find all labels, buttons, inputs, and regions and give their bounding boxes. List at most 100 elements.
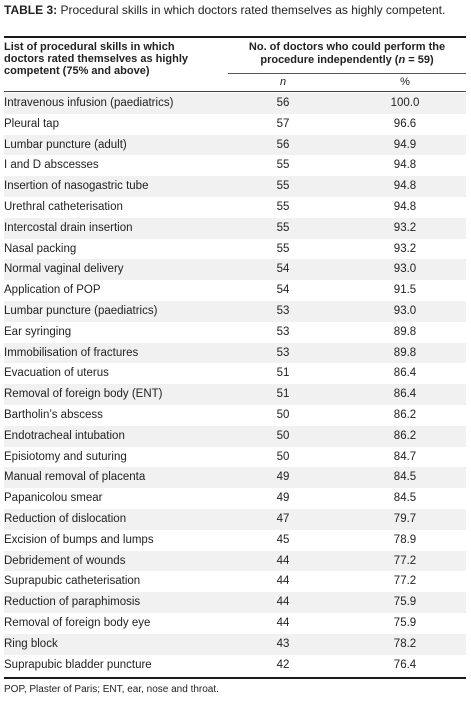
cell-skill: Nasal packing	[4, 242, 77, 255]
table-row: Evacuation of uterus 51 86.4	[4, 363, 466, 384]
cell-percent: 77.2	[393, 575, 417, 588]
cell-percent: 94.8	[393, 159, 417, 172]
cell-skill: Removal of foreign body (ENT)	[4, 388, 163, 401]
table-row: Bartholin’s abscess 50 86.2	[4, 405, 466, 426]
subheader-n: n	[279, 76, 287, 88]
cell-skill: Bartholin’s abscess	[4, 408, 103, 421]
table-row: Lumbar puncture (adult) 56 94.9	[4, 134, 466, 156]
cell-skill: I and D abscesses	[4, 159, 99, 172]
table-row: Insertion of nasogastric tube 55 94.8	[4, 176, 466, 197]
table-caption: TABLE 3: Procedural skills in which doct…	[4, 4, 466, 17]
cell-skill: Intravenous infusion (paediatrics)	[4, 97, 174, 109]
cell-n: 56	[276, 138, 290, 151]
cell-n: 55	[276, 159, 290, 172]
table-row: Normal vaginal delivery 54 93.0	[4, 259, 466, 281]
table-body: Intravenous infusion (paediatrics) 56 100.…	[4, 93, 466, 675]
header-count-n: n	[398, 54, 406, 66]
cell-percent: 93.0	[393, 263, 417, 276]
cell-skill: Episiotomy and suturing	[4, 450, 127, 463]
cell-n: 56	[276, 97, 290, 109]
table-row: Reduction of dislocation 47 79.7	[4, 508, 466, 530]
table-row: Excision of bumps and lumps 45 78.9	[4, 530, 466, 551]
cell-skill: Intercostal drain insertion	[4, 221, 133, 234]
table-row: Papanicolou smear 49 84.5	[4, 488, 466, 509]
cell-percent: 93.2	[393, 221, 417, 234]
cell-n: 53	[276, 304, 290, 317]
cell-percent: 86.4	[393, 388, 417, 401]
table-row: Episiotomy and suturing 50 84.7	[4, 447, 466, 468]
cell-percent: 91.5	[393, 284, 417, 297]
cell-skill: Endotracheal intubation	[4, 429, 125, 442]
cell-percent: 86.2	[393, 429, 417, 442]
bottom-rule	[4, 677, 466, 679]
cell-skill: Ear syringing	[4, 325, 72, 338]
cell-n: 50	[276, 429, 290, 442]
cell-percent: 93.2	[393, 242, 417, 255]
cell-skill: Lumbar puncture (paediatrics)	[4, 304, 158, 317]
table-row: Suprapubic bladder puncture 42 76.4	[4, 655, 466, 676]
cell-percent: 77.2	[393, 554, 417, 567]
cell-n: 50	[276, 408, 290, 421]
header-sub-rule	[228, 73, 466, 74]
cell-percent: 100.0	[390, 97, 420, 109]
caption-text: Procedural skills in which doctors rated…	[60, 3, 446, 17]
cell-skill: Reduction of paraphimosis	[4, 596, 141, 609]
header-count-pre: procedure independently (	[260, 54, 399, 66]
top-rule	[4, 36, 466, 38]
table-row: Manual removal of placenta 49 84.5	[4, 467, 466, 489]
table-row: Pleural tap 57 96.6	[4, 114, 466, 135]
cell-percent: 75.9	[393, 616, 417, 629]
header-skill-column: List of procedural skills in which docto…	[4, 41, 189, 77]
cell-percent: 94.8	[393, 180, 417, 193]
table-row: Immobilisation of fractures 53 89.8	[4, 342, 466, 364]
table-row: Reduction of paraphimosis 44 75.9	[4, 592, 466, 613]
table-row: Ring block 43 78.2	[4, 633, 466, 655]
cell-n: 42	[276, 658, 290, 671]
header-count-column: No. of doctors who could perform the pro…	[228, 41, 466, 67]
cell-n: 53	[276, 346, 290, 359]
cell-n: 55	[276, 242, 290, 255]
cell-percent: 84.5	[393, 492, 417, 505]
table-row: Urethral catheterisation 55 94.8	[4, 197, 466, 218]
header-count-line2: procedure independently (n = 59)	[228, 54, 466, 67]
cell-skill: Immobilisation of fractures	[4, 346, 139, 359]
cell-skill: Pleural tap	[4, 117, 59, 130]
cell-percent: 78.9	[393, 533, 417, 546]
cell-percent: 78.2	[393, 637, 417, 650]
cell-skill: Manual removal of placenta	[4, 471, 146, 484]
cell-n: 44	[276, 554, 290, 567]
cell-skill: Ring block	[4, 637, 58, 650]
cell-percent: 75.9	[393, 596, 417, 609]
cell-n: 54	[276, 263, 290, 276]
table-row: Removal of foreign body (ENT) 51 86.4	[4, 384, 466, 405]
table-row: Debridement of wounds 44 77.2	[4, 550, 466, 572]
cell-percent: 93.0	[393, 304, 417, 317]
cell-percent: 84.5	[393, 471, 417, 484]
cell-percent: 76.4	[393, 658, 417, 671]
cell-skill: Excision of bumps and lumps	[4, 533, 154, 546]
cell-percent: 89.8	[393, 346, 417, 359]
cell-percent: 86.2	[393, 408, 417, 421]
table-row: Endotracheal intubation 50 86.2	[4, 425, 466, 447]
cell-percent: 89.8	[393, 325, 417, 338]
cell-n: 47	[276, 512, 290, 525]
cell-n: 45	[276, 533, 290, 546]
header-count-line1: No. of doctors who could perform the	[248, 41, 446, 53]
cell-n: 55	[276, 180, 290, 193]
cell-percent: 79.7	[393, 512, 417, 525]
cell-n: 57	[276, 117, 290, 130]
cell-n: 49	[276, 492, 290, 505]
cell-n: 49	[276, 471, 290, 484]
table-row: Suprapubic catheterisation 44 77.2	[4, 571, 466, 592]
cell-skill: Suprapubic bladder puncture	[4, 658, 152, 671]
table-row: I and D abscesses 55 94.8	[4, 155, 466, 176]
table-row: Lumbar puncture (paediatrics) 53 93.0	[4, 300, 466, 322]
cell-skill: Urethral catheterisation	[4, 200, 123, 213]
cell-n: 44	[276, 575, 290, 588]
table-row: Removal of foreign body eye 44 75.9	[4, 613, 466, 634]
cell-percent: 94.9	[393, 138, 417, 151]
caption-label: TABLE 3:	[4, 3, 58, 17]
cell-n: 54	[276, 284, 290, 297]
cell-n: 44	[276, 596, 290, 609]
